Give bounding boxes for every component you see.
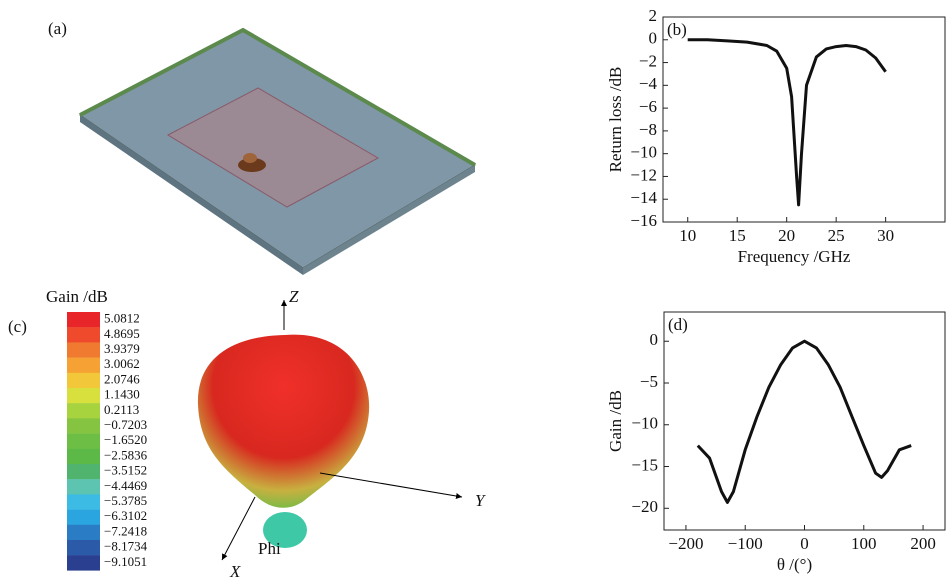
- colorbar-label: −7.2418: [104, 523, 147, 538]
- colorbar-label: 5.0812: [104, 311, 140, 326]
- plot-frame: [664, 312, 945, 530]
- y-tick-label: −14: [630, 188, 657, 207]
- colorbar-cell: [67, 464, 100, 479]
- axis-z: Z: [289, 287, 299, 306]
- colorbar-cell: [67, 403, 100, 418]
- colorbar-cell: [67, 418, 100, 433]
- colorbar-cell: [67, 312, 100, 327]
- y-tick-label: −20: [631, 497, 658, 516]
- panel-label: (a): [48, 19, 67, 38]
- antenna-model: [80, 30, 475, 275]
- axis-y: Y: [475, 491, 486, 510]
- colorbar-label: 1.1430: [104, 387, 140, 402]
- x-tick-label: 25: [828, 226, 845, 245]
- y-tick-label: −12: [630, 165, 657, 184]
- colorbar-label: −2.5836: [104, 447, 148, 462]
- colorbar-cell: [67, 479, 100, 494]
- y-tick-label: 2: [649, 6, 658, 25]
- colorbar-label: 3.0062: [104, 356, 140, 371]
- colorbar-cell: [67, 342, 100, 357]
- colorbar-cell: [67, 388, 100, 403]
- radiation-pattern: Z Y X Phi: [198, 287, 486, 580]
- y-tick-label: −5: [640, 372, 658, 391]
- y-tick-label: 0: [650, 330, 659, 349]
- colorbar-label: 4.8695: [104, 326, 140, 341]
- y-tick-label: −15: [631, 455, 658, 474]
- line-series: [698, 341, 911, 502]
- y-tick-label: −2: [639, 51, 657, 70]
- y-tick-label: −4: [639, 74, 658, 93]
- x-tick-label: −200: [668, 534, 703, 553]
- colorbar-cell: [67, 540, 100, 555]
- colorbar-label: −9.1051: [104, 554, 147, 569]
- colorbar-cell: [67, 373, 100, 388]
- x-tick-label: 200: [910, 534, 936, 553]
- colorbar-label: 3.9379: [104, 341, 140, 356]
- colorbar-cell: [67, 510, 100, 525]
- x-axis-label: Frequency /GHz: [738, 247, 851, 266]
- panel-label: (b): [667, 20, 687, 39]
- y-axis-label: Return loss /dB: [606, 67, 625, 173]
- colorbar-cell: [67, 494, 100, 509]
- x-tick-label: 30: [877, 226, 894, 245]
- colorbar-title: Gain /dB: [46, 287, 108, 306]
- phi-label: Phi: [258, 539, 281, 558]
- axis-x: X: [229, 562, 241, 580]
- panel-label: (d): [668, 315, 688, 334]
- colorbar-label: −3.5152: [104, 463, 147, 478]
- colorbar-cell: [67, 358, 100, 373]
- colorbar-label: 2.0746: [104, 371, 140, 386]
- colorbar-label: −1.6520: [104, 432, 147, 447]
- y-tick-label: −10: [631, 414, 658, 433]
- y-tick-label: 0: [649, 29, 658, 48]
- colorbar-label: −5.3785: [104, 493, 147, 508]
- y-tick-label: −16: [630, 211, 657, 230]
- colorbar-cell: [67, 434, 100, 449]
- colorbar-label: −8.1734: [104, 539, 148, 554]
- figure: (a) (c) Gain /dB 5.08124.86953.93793.006…: [0, 0, 947, 580]
- colorbar-label: −4.4469: [104, 478, 147, 493]
- panel-label: (c): [8, 317, 27, 336]
- colorbar-label: −0.7203: [104, 417, 147, 432]
- colorbar: 5.08124.86953.93793.00622.07461.14300.21…: [67, 311, 148, 571]
- y-axis-label: Gain /dB: [606, 390, 625, 452]
- x-tick-label: 20: [778, 226, 795, 245]
- line-series: [688, 40, 886, 205]
- colorbar-cell: [67, 555, 100, 570]
- colorbar-label: 0.2113: [104, 402, 139, 417]
- x-tick-label: 10: [679, 226, 696, 245]
- x-axis-label: θ /(°): [777, 555, 812, 574]
- y-tick-label: −10: [630, 143, 657, 162]
- colorbar-cell: [67, 525, 100, 540]
- y-tick-label: −8: [639, 120, 657, 139]
- x-tick-label: 0: [800, 534, 809, 553]
- x-tick-label: 100: [851, 534, 877, 553]
- colorbar-label: −6.3102: [104, 508, 147, 523]
- y-tick-label: −6: [639, 97, 657, 116]
- colorbar-cell: [67, 449, 100, 464]
- x-tick-label: −100: [728, 534, 763, 553]
- x-tick-label: 15: [729, 226, 746, 245]
- colorbar-cell: [67, 327, 100, 342]
